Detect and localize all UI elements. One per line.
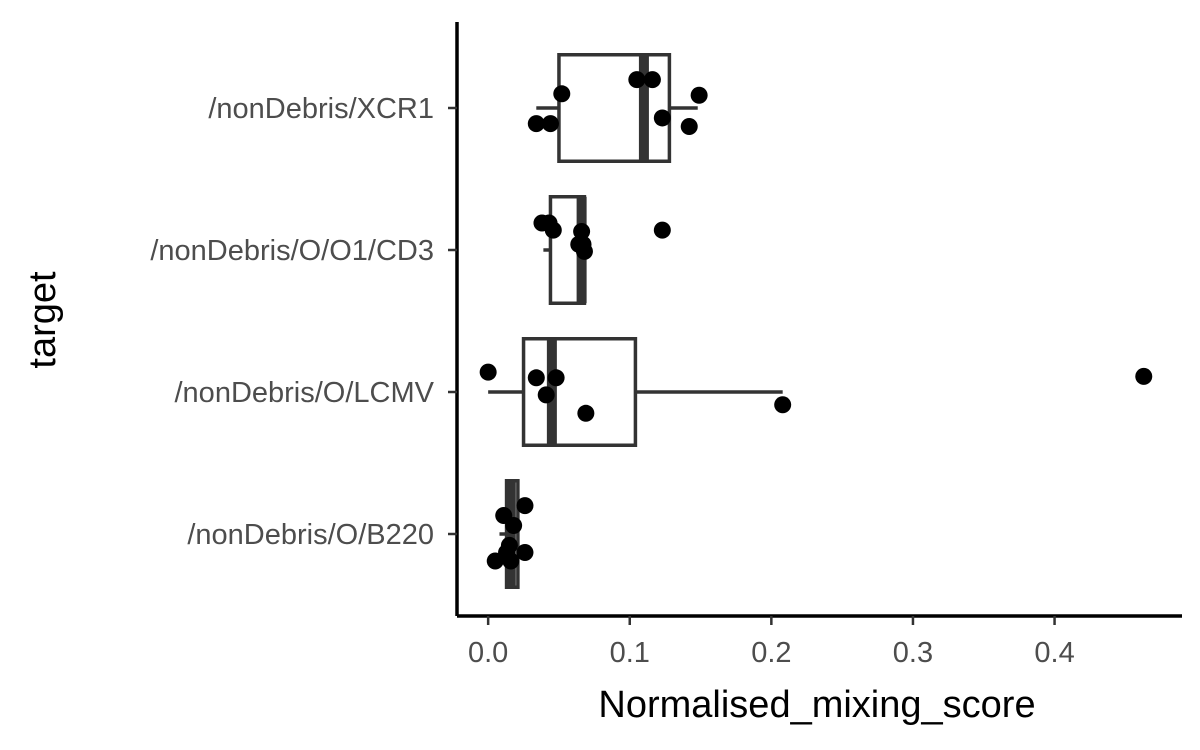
- y-tick-label: /nonDebris/O/LCMV: [175, 377, 435, 409]
- box-group: [499, 479, 520, 589]
- y-tick-label: /nonDebris/O/B220: [187, 519, 434, 551]
- data-point: [505, 516, 523, 534]
- x-tick-label: 0.4: [1034, 637, 1074, 669]
- data-point: [653, 109, 671, 127]
- data-point: [774, 396, 792, 414]
- data-point: [486, 552, 504, 570]
- data-point: [541, 115, 559, 133]
- x-tick-label: 0.0: [468, 637, 508, 669]
- y-tick-label: /nonDebris/O/O1/CD3: [150, 235, 434, 267]
- y-tick-label: /nonDebris/XCR1: [208, 93, 434, 125]
- axes: [455, 22, 1182, 618]
- box-iqr: [557, 53, 672, 163]
- data-point: [690, 86, 708, 104]
- data-point: [502, 552, 520, 570]
- data-point: [575, 242, 593, 260]
- x-tick-label: 0.2: [751, 637, 791, 669]
- data-point: [573, 223, 591, 241]
- data-point: [537, 386, 555, 404]
- x-tick-label: 0.3: [893, 637, 933, 669]
- data-point: [527, 115, 545, 133]
- x-tick-label: 0.1: [610, 637, 650, 669]
- data-point: [577, 404, 595, 422]
- tick-marks: [448, 106, 1056, 625]
- box-group: [536, 53, 698, 163]
- data-point: [544, 221, 562, 239]
- data-point: [553, 85, 571, 103]
- tick-labels: /nonDebris/XCR1/nonDebris/O/O1/CD3/nonDe…: [150, 93, 1074, 669]
- plot-area: [479, 53, 1153, 589]
- data-point: [680, 117, 698, 135]
- data-point: [643, 71, 661, 89]
- data-point: [516, 497, 534, 515]
- x-axis-title: Normalised_mixing_score: [598, 684, 1035, 726]
- box-group: [488, 337, 783, 447]
- y-axis-title: target: [22, 271, 64, 369]
- data-point: [653, 221, 671, 239]
- data-point: [547, 369, 565, 387]
- data-point: [527, 369, 545, 387]
- data-point: [516, 543, 534, 561]
- data-point: [1135, 367, 1153, 385]
- data-point: [479, 363, 497, 381]
- data-point: [628, 71, 646, 89]
